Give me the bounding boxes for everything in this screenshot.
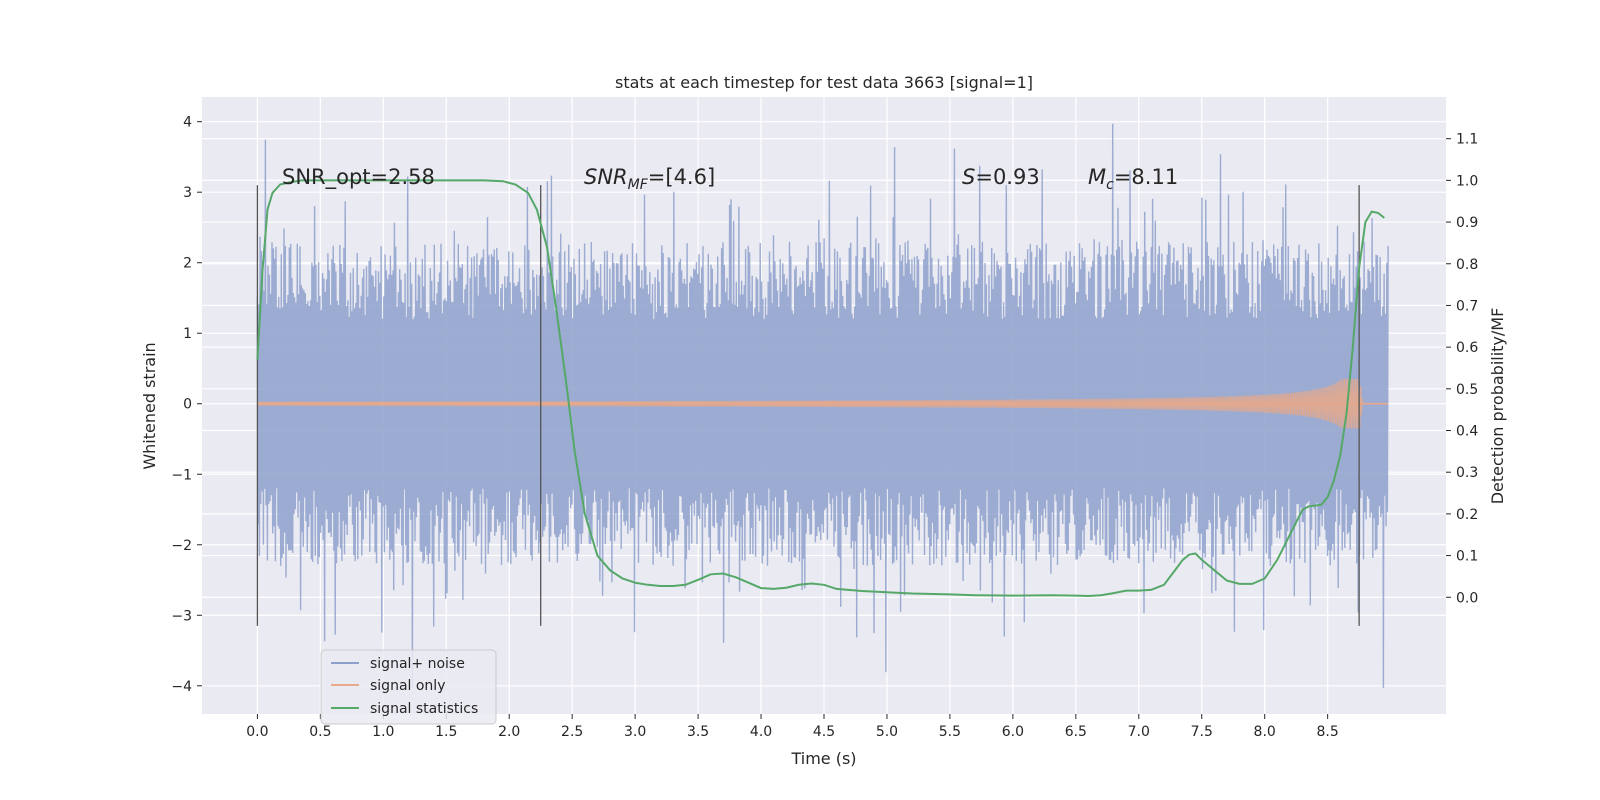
s-value: =0.93 — [975, 165, 1039, 189]
x-tick-label: 1.5 — [435, 724, 457, 740]
x-tick-label: 5.5 — [939, 724, 961, 740]
legend-label-noise: signal+ noise — [370, 656, 465, 672]
y2-tick-label: 0.8 — [1456, 257, 1478, 273]
series-signal-plus-noise — [256, 123, 1389, 688]
x-tick-label: 7.5 — [1191, 724, 1213, 740]
snr-mf-value: =[4.6] — [648, 165, 715, 189]
annotation-snr-opt: SNR_opt=2.58 — [282, 165, 435, 190]
y2-tick-label: 0.0 — [1456, 590, 1478, 606]
x-axis-ticks: 0.0 0.5 1.0 1.5 2.0 2.5 3.0 3.5 4.0 4.5 5.0 5.5 6.0 6… — [246, 714, 1339, 740]
x-tick-label: 0.0 — [246, 724, 268, 740]
y-tick-label: −1 — [171, 467, 192, 483]
x-tick-label: 8.0 — [1254, 724, 1276, 740]
series-signal-statistics — [256, 179, 1385, 598]
x-axis-title: Time (s) — [790, 749, 856, 768]
x-tick-label: 1.0 — [372, 724, 394, 740]
mc-value: =8.11 — [1114, 165, 1178, 189]
y2-tick-label: 0.4 — [1456, 424, 1478, 440]
y-tick-label: 2 — [183, 256, 192, 272]
x-tick-label: 4.0 — [750, 724, 772, 740]
y2-axis-ticks: 1.1 1.0 0.9 0.8 0.7 0.6 0.5 0.4 0.3 0.2 0.1 0.0 — [1446, 132, 1478, 606]
y2-tick-label: 1.0 — [1456, 173, 1478, 189]
y-tick-label: 1 — [183, 326, 192, 342]
y-axis-ticks: 4 3 2 1 0 −1 −2 −3 −4 — [171, 115, 202, 695]
y-tick-label: 0 — [183, 397, 192, 413]
snr-mf-symbol: SNR — [584, 165, 628, 189]
y2-axis-title: Detection probability/MF — [1488, 308, 1507, 505]
x-tick-label: 8.5 — [1317, 724, 1339, 740]
annotation-mc: Mc=8.11 — [1088, 165, 1178, 193]
y2-tick-label: 0.5 — [1456, 382, 1478, 398]
y2-tick-label: 0.6 — [1456, 340, 1478, 356]
y2-tick-label: 0.1 — [1456, 549, 1478, 565]
legend-box — [320, 649, 497, 725]
legend-label-signal-only: signal only — [370, 678, 445, 694]
y2-tick-label: 0.7 — [1456, 298, 1478, 314]
y-tick-label: −4 — [171, 679, 192, 695]
y2-tick-label: 0.3 — [1456, 465, 1478, 481]
snr-mf-subscript: MF — [628, 177, 649, 193]
chart-title: stats at each timestep for test data 366… — [615, 73, 1033, 92]
x-tick-label: 7.0 — [1128, 724, 1150, 740]
marker-vertical-lines — [256, 185, 1360, 626]
x-tick-label: 2.0 — [498, 724, 520, 740]
x-tick-label: 6.5 — [1065, 724, 1087, 740]
y-tick-label: −2 — [171, 538, 192, 554]
x-tick-label: 4.5 — [813, 724, 835, 740]
x-tick-label: 2.5 — [561, 724, 583, 740]
y2-tick-label: 1.1 — [1456, 132, 1478, 148]
y-tick-label: 3 — [183, 185, 192, 201]
y2-tick-label: 0.9 — [1456, 215, 1478, 231]
legend-label-statistics: signal statistics — [370, 701, 478, 717]
s-symbol: S — [962, 165, 975, 189]
x-tick-label: 6.0 — [1002, 724, 1024, 740]
y2-tick-label: 0.2 — [1456, 507, 1478, 523]
mc-subscript: c — [1106, 177, 1114, 193]
y-axis-title: Whitened strain — [140, 342, 159, 469]
annotation-snr-mf: SNRMF=[4.6] — [584, 165, 715, 193]
legend: signal+ noise signal only signal statist… — [320, 649, 497, 725]
y-tick-label: −3 — [171, 608, 192, 624]
y-tick-label: 4 — [183, 115, 192, 131]
x-tick-label: 0.5 — [309, 724, 331, 740]
annotation-s: S=0.93 — [962, 165, 1040, 189]
x-tick-label: 5.0 — [876, 724, 898, 740]
mc-symbol: M — [1088, 165, 1106, 189]
x-tick-label: 3.0 — [624, 724, 646, 740]
x-tick-label: 3.5 — [687, 724, 709, 740]
